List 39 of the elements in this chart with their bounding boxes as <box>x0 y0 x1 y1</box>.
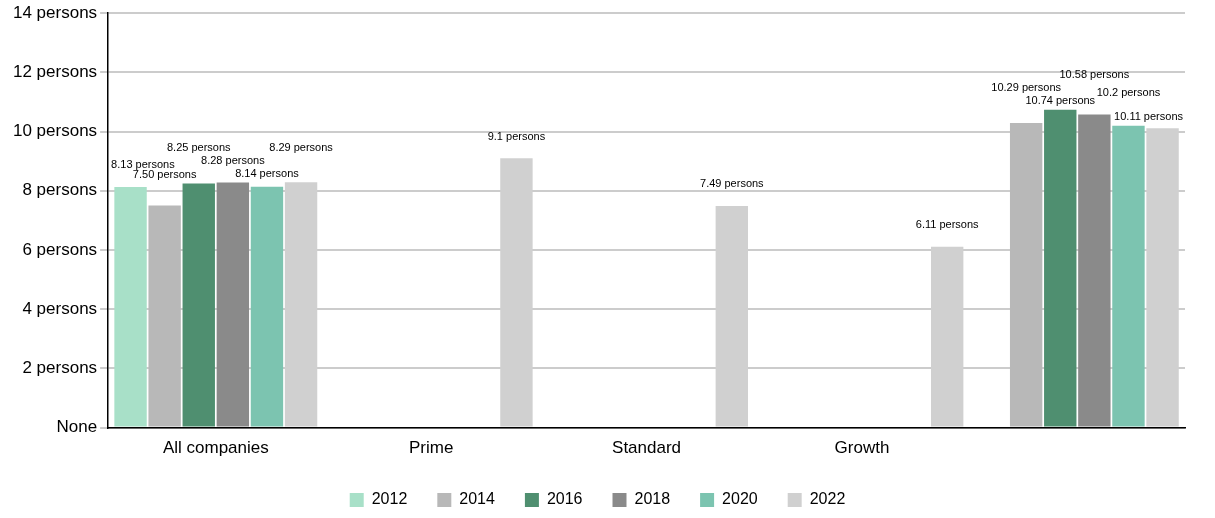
bar <box>1112 125 1145 427</box>
data-label: 8.29 persons <box>269 140 334 153</box>
bar <box>1078 114 1111 427</box>
legend-label: 2022 <box>809 490 846 508</box>
bar <box>1044 109 1077 427</box>
legend-label: 2020 <box>722 490 758 508</box>
data-label: 10.58 persons <box>1059 68 1130 81</box>
data-label: 8.28 persons <box>201 154 266 167</box>
bar <box>250 186 284 427</box>
bar <box>114 186 147 427</box>
data-label: 10.11 persons <box>1114 110 1184 123</box>
x-tick-label: All companies <box>162 438 269 458</box>
data-label: 10.2 persons <box>1096 85 1161 98</box>
bar <box>1009 123 1043 427</box>
data-label: 9.1 persons <box>487 129 546 142</box>
y-tick-label: 2 persons <box>22 358 98 378</box>
data-label: 8.25 persons <box>166 141 232 154</box>
y-tick-label: 6 persons <box>22 239 98 259</box>
data-label: 10.29 persons <box>991 81 1062 94</box>
x-tick-label: Growth <box>834 438 890 458</box>
bar <box>216 182 250 427</box>
legend-label: 2012 <box>371 490 408 508</box>
y-tick-label: 10 persons <box>12 121 98 141</box>
legend-label: 2016 <box>546 490 583 508</box>
data-label: 7.49 persons <box>700 177 765 190</box>
data-label: 8.14 persons <box>235 166 300 179</box>
y-tick-label: 12 persons <box>12 62 98 82</box>
y-tick-label: 14 persons <box>12 2 98 22</box>
y-tick-label: 8 persons <box>22 180 98 200</box>
bar <box>182 183 215 427</box>
x-tick-label: Prime <box>408 438 454 458</box>
x-tick-label: Standard <box>612 438 682 458</box>
bar <box>148 205 181 427</box>
legend-label: 2018 <box>634 490 671 508</box>
y-tick-label: None <box>56 417 98 437</box>
y-tick-label: 4 persons <box>22 298 98 318</box>
data-label: 10.74 persons <box>1025 94 1096 107</box>
data-label: 6.11 persons <box>915 218 980 231</box>
legend-label: 2014 <box>459 490 496 508</box>
